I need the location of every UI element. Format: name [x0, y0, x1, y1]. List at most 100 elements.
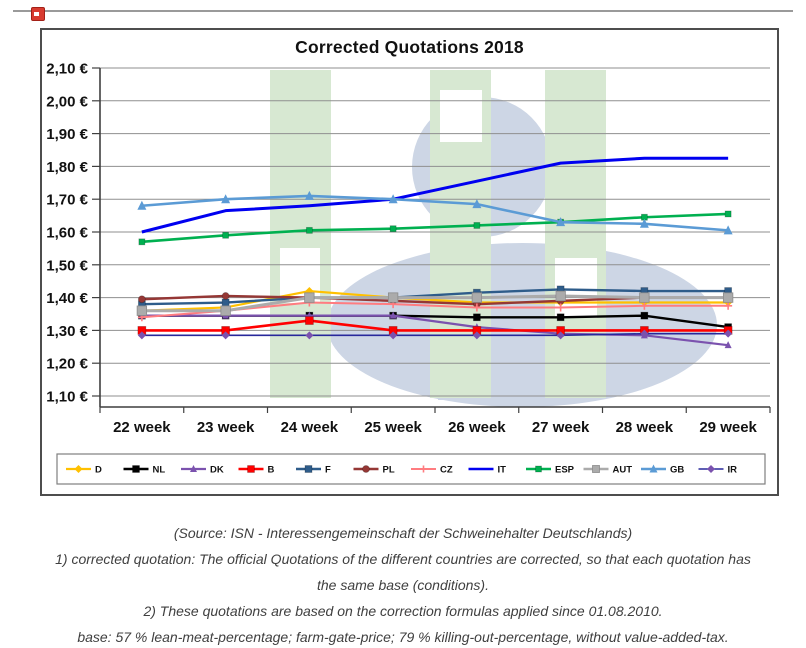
series-line-B — [141, 319, 729, 332]
marker-square — [304, 465, 313, 473]
marker-circle — [362, 465, 370, 473]
marker-triangle — [472, 199, 482, 209]
series-line-IT — [141, 156, 729, 234]
x-axis-label: 28 week — [616, 419, 674, 436]
legend-label-CZ: CZ — [440, 465, 453, 476]
series-line-AUT — [141, 294, 729, 313]
footnote-source: (Source: ISN - Interessengemeinschaft de… — [173, 525, 633, 541]
marker-triangle — [639, 218, 649, 228]
marker-diamond — [556, 331, 565, 340]
marker-plus — [724, 301, 733, 310]
y-axis-label: 2,10 € — [46, 61, 88, 78]
x-axis-label: 26 week — [448, 419, 506, 436]
watermark-cutout — [440, 90, 482, 142]
marker-circle — [221, 292, 230, 300]
marker-square — [221, 298, 230, 307]
marker-diamond — [221, 331, 230, 340]
x-axis-label: 29 week — [699, 419, 757, 436]
y-axis-label: 1,30 € — [46, 323, 88, 340]
x-axis-label: 27 week — [532, 419, 590, 436]
marker-triangle — [723, 225, 733, 235]
marker-square — [247, 465, 255, 473]
marker-triangle — [724, 341, 732, 349]
red-marker-icon — [31, 7, 45, 21]
marker-square — [473, 222, 481, 229]
marker-triangle — [556, 217, 566, 227]
marker-square — [304, 316, 314, 325]
marker-square — [138, 238, 146, 246]
marker-square — [389, 225, 397, 233]
y-axis-label: 1,40 € — [46, 290, 88, 307]
marker-square — [471, 292, 483, 303]
marker-diamond — [707, 465, 715, 473]
marker-plus — [420, 465, 427, 473]
marker-triangle — [389, 311, 397, 319]
x-axis-label: 24 week — [281, 419, 339, 436]
series-line-F — [141, 288, 729, 306]
chart-title: Corrected Quotations 2018 — [295, 37, 524, 57]
marker-plus — [472, 303, 481, 312]
legend-label-PL: PL — [383, 465, 395, 476]
marker-square — [304, 292, 315, 303]
marker-square — [132, 465, 140, 473]
footnote-2: 2) These quotations are based on the cor… — [143, 603, 663, 619]
chart-frame: 2,10 € 2,00 € 1,90 € 1,80 € 1,70 € 1,60 € 1,50… — [40, 28, 779, 496]
marker-square — [722, 292, 734, 303]
marker-plus — [640, 301, 649, 310]
legend-label-D: D — [95, 465, 102, 476]
y-axis-label: 1,80 € — [46, 159, 88, 176]
marker-triangle — [221, 194, 231, 204]
x-axis-label: 25 week — [364, 419, 422, 436]
marker-square — [535, 465, 542, 473]
series-line-IR — [141, 332, 729, 337]
x-axis-label: 22 week — [113, 419, 171, 436]
marker-square — [556, 313, 565, 322]
marker-diamond — [724, 329, 733, 338]
marker-diamond — [640, 329, 649, 338]
y-axis-label: 1,60 € — [46, 225, 88, 242]
legend-label-F: F — [325, 465, 331, 476]
marker-square — [472, 313, 481, 322]
marker-square — [305, 226, 313, 234]
watermark-pig-body — [327, 243, 717, 407]
marker-diamond — [389, 331, 398, 340]
legend-label-IT: IT — [498, 465, 507, 476]
legend-label-AUT: AUT — [613, 465, 633, 476]
marker-square — [222, 231, 230, 239]
marker-triangle — [649, 464, 658, 473]
marker-triangle — [190, 465, 197, 472]
marker-square — [555, 290, 566, 302]
marker-diamond — [305, 331, 314, 340]
marker-diamond — [74, 465, 83, 473]
series-line-GB — [141, 194, 729, 232]
marker-diamond — [472, 331, 481, 340]
footnote-base: base: 57 % lean-meat-percentage; farm-ga… — [77, 629, 729, 645]
y-axis-label: 1,20 € — [46, 356, 88, 373]
marker-plus — [556, 303, 565, 312]
marker-triangle — [388, 194, 398, 204]
x-axis-label: 23 week — [197, 419, 255, 436]
y-axis-label: 1,10 € — [46, 389, 88, 406]
legend-label-IR: IR — [728, 465, 738, 476]
chart-footnotes: (Source: ISN - Interessengemeinschaft de… — [0, 520, 806, 648]
marker-square — [136, 305, 148, 316]
legend-label-B: B — [268, 465, 275, 476]
price-line-chart: 2,10 € 2,00 € 1,90 € 1,80 € 1,70 € 1,60 € 1,50… — [46, 61, 771, 485]
marker-triangle — [137, 200, 147, 210]
top-divider — [13, 10, 793, 12]
y-axis-label: 1,90 € — [46, 126, 88, 143]
marker-square — [220, 305, 231, 316]
marker-square — [387, 292, 399, 303]
legend-label-GB: GB — [670, 465, 684, 476]
legend-label-ESP: ESP — [555, 465, 575, 476]
marker-square — [640, 311, 649, 320]
y-axis-label: 2,00 € — [46, 93, 88, 110]
series-line-D — [141, 289, 729, 312]
y-axis-label: 1,70 € — [46, 192, 88, 209]
y-axis-label: 1,50 € — [46, 257, 88, 274]
marker-triangle — [304, 190, 314, 200]
marker-square — [639, 292, 650, 303]
footnote-1a: 1) corrected quotation: The official Quo… — [55, 551, 751, 567]
marker-square — [724, 210, 732, 218]
footnote-1b: the same base (conditions). — [317, 577, 489, 593]
